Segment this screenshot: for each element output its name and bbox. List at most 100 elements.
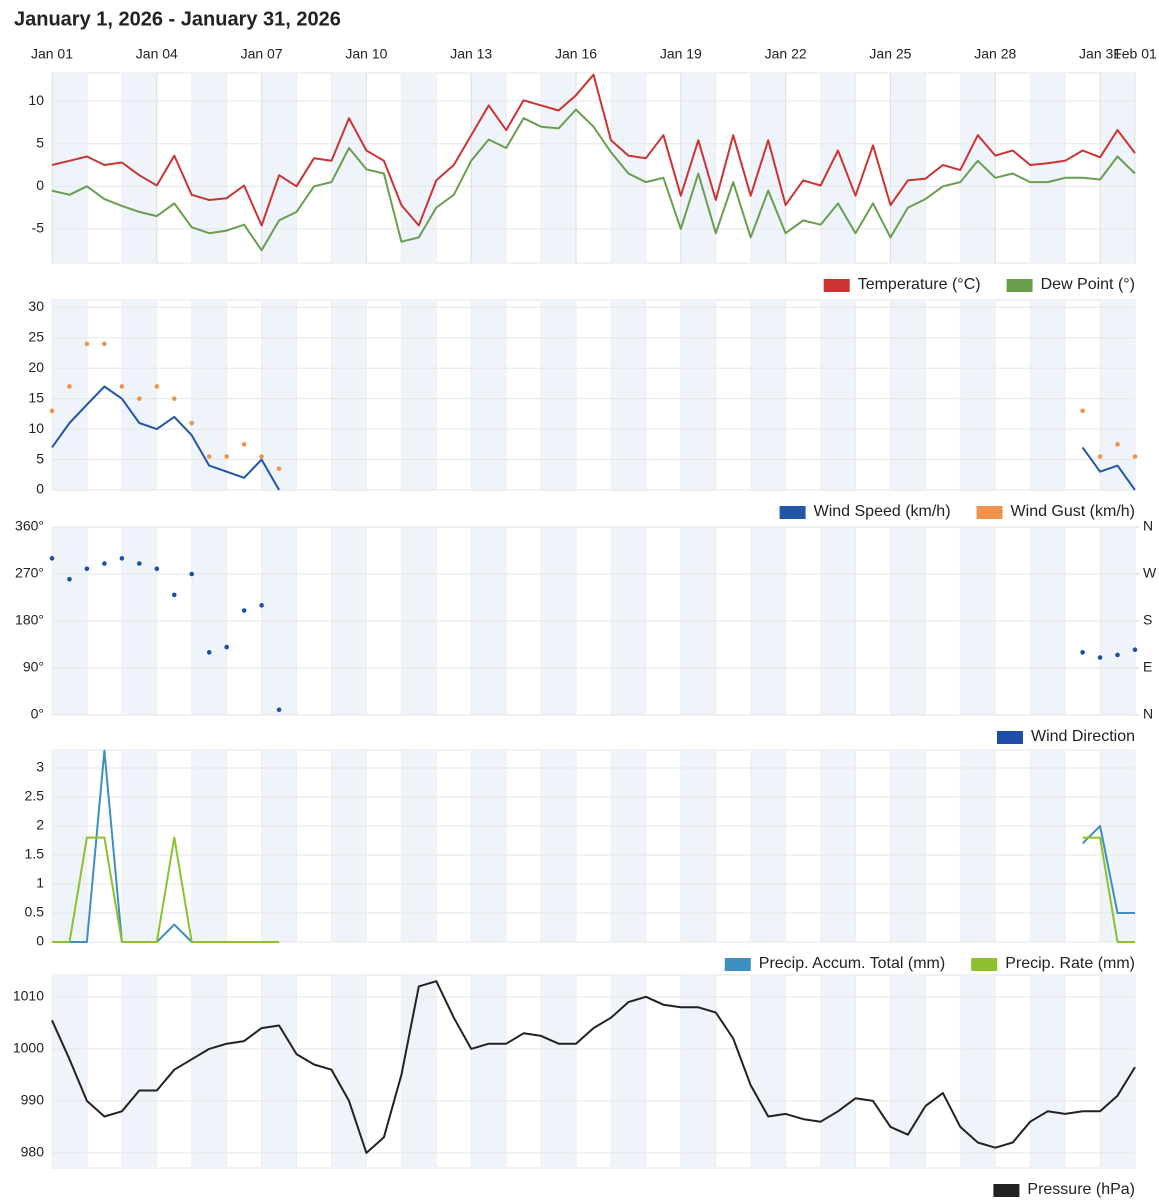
day-band (52, 300, 87, 490)
day-band (610, 975, 646, 1168)
y-tick-label: 0 (36, 177, 44, 193)
legend-label: Wind Speed (km/h) (814, 503, 951, 520)
y2-tick-label: S (1143, 612, 1152, 628)
day-band (890, 73, 926, 263)
point (137, 396, 142, 401)
day-band (1030, 300, 1066, 490)
series-line (52, 836, 1135, 943)
series-line (51, 980, 1136, 1154)
point (259, 454, 264, 459)
day-band (890, 300, 926, 490)
day-band (191, 975, 227, 1168)
day-band (401, 73, 437, 263)
point (1080, 408, 1085, 414)
point (1115, 652, 1120, 658)
y-tick-label: 0.5 (25, 904, 45, 920)
point (276, 466, 282, 471)
y-tick-label: 5 (36, 134, 44, 150)
point (84, 566, 90, 572)
y-tick-label: 1.5 (25, 846, 45, 862)
day-band (541, 300, 577, 490)
y-tick-label: -5 (32, 220, 45, 236)
point (102, 341, 107, 347)
legend-label: Wind Direction (1031, 728, 1135, 745)
y-tick-label: 990 (21, 1092, 45, 1108)
y-tick-label: 3 (36, 759, 44, 775)
series-line (51, 108, 1136, 252)
day-band (890, 975, 926, 1168)
x-tick-label: Jan 25 (869, 46, 911, 62)
point (1080, 650, 1085, 655)
day-band (610, 73, 646, 263)
plot-area (51, 974, 1136, 1169)
point (1132, 647, 1138, 653)
legend-swatch (724, 958, 751, 971)
y-tick-label: 0 (36, 481, 44, 497)
day-band (680, 975, 716, 1168)
day-band (191, 300, 227, 490)
day-band (52, 750, 87, 942)
day-band (541, 975, 577, 1168)
point (154, 384, 160, 389)
legend-swatch (823, 279, 850, 292)
point (241, 442, 247, 447)
plot-area (51, 749, 1136, 943)
day-band (820, 750, 856, 942)
x-tick-label: Jan 07 (241, 46, 283, 62)
point (154, 566, 160, 572)
x-tick-label: Jan 10 (345, 46, 387, 62)
day-band (610, 300, 646, 490)
day-band (1030, 975, 1066, 1168)
day-band (820, 975, 856, 1168)
legend-label: Temperature (°C) (858, 276, 981, 293)
y-tick-label: 0° (31, 706, 44, 722)
legend-label: Precip. Accum. Total (mm) (759, 955, 945, 972)
y-tick-label: 2 (36, 817, 44, 833)
day-band (750, 750, 786, 942)
y-tick-label: 90° (23, 659, 44, 675)
series-line (51, 385, 1136, 491)
legend-swatch (779, 506, 806, 519)
point (259, 603, 264, 608)
point (189, 420, 195, 426)
point (1097, 655, 1103, 660)
point (49, 556, 55, 561)
day-band (121, 300, 157, 490)
day-band (471, 975, 507, 1168)
legend-label: Pressure (hPa) (1027, 1181, 1135, 1198)
y-tick-label: 180° (15, 612, 44, 628)
point (206, 454, 212, 459)
point (224, 644, 229, 650)
point (1132, 454, 1138, 459)
day-band (680, 73, 716, 263)
day-band (680, 300, 716, 490)
x-tick-label: Jan 28 (974, 46, 1016, 62)
series-line (51, 73, 1136, 227)
day-band (1100, 975, 1135, 1168)
point (67, 384, 72, 389)
point (276, 707, 282, 713)
day-band (261, 975, 297, 1168)
legend-swatch (971, 958, 998, 971)
legend-swatch (1006, 279, 1033, 292)
y-tick-label: 15 (28, 389, 44, 405)
x-tick-label: Jan 16 (555, 46, 597, 62)
day-band (750, 300, 786, 490)
y2-tick-label: E (1143, 659, 1152, 675)
point (137, 561, 142, 566)
day-band (121, 975, 157, 1168)
point (49, 408, 55, 414)
point (171, 396, 177, 401)
day-band (471, 300, 507, 490)
y-tick-label: 2.5 (25, 788, 45, 804)
point (189, 571, 195, 577)
point (119, 384, 125, 389)
x-tick-label: Jan 13 (450, 46, 492, 62)
x-tick-label: Jan 31 (1079, 46, 1121, 62)
day-band (820, 73, 856, 263)
day-band (331, 750, 367, 942)
y-tick-label: 0 (36, 933, 44, 949)
day-band (960, 300, 996, 490)
